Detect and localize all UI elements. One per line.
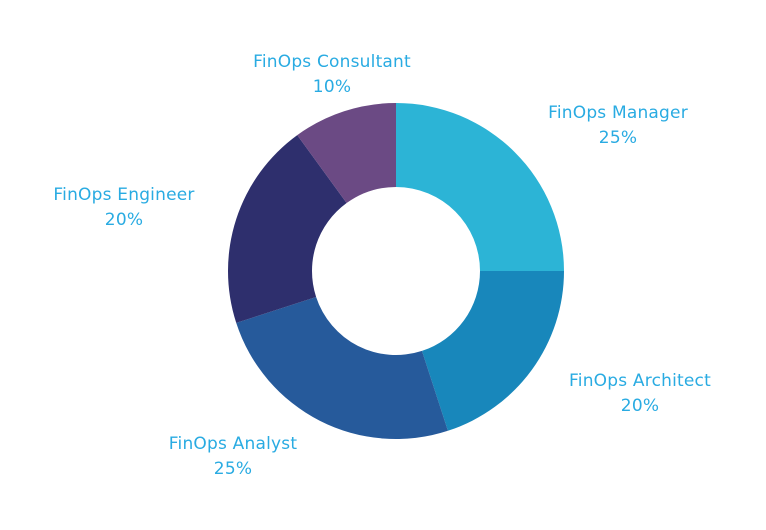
slice-finops-engineer [228, 135, 347, 323]
slice-label-name: FinOps Engineer [53, 185, 194, 205]
slice-finops-consultant [297, 103, 396, 204]
slice-label-name: FinOps Manager [548, 103, 688, 123]
slice-label-name: FinOps Consultant [253, 52, 411, 72]
slice-label-value: 20% [105, 210, 143, 230]
slices-group [228, 103, 564, 440]
slice-finops-architect [421, 271, 564, 431]
slice-label-value: 10% [313, 77, 351, 97]
slice-label-value: 25% [599, 128, 637, 148]
slice-label-name: FinOps Analyst [169, 434, 298, 454]
slice-label-value: 20% [621, 396, 659, 416]
slice-label-name: FinOps Architect [569, 371, 711, 391]
slice-finops-manager [396, 103, 564, 271]
slice-label-value: 25% [214, 459, 252, 479]
labels-group: FinOps Manager 25% FinOps Architect 20% FinO… [53, 52, 711, 479]
slice-finops-analyst [236, 296, 448, 440]
